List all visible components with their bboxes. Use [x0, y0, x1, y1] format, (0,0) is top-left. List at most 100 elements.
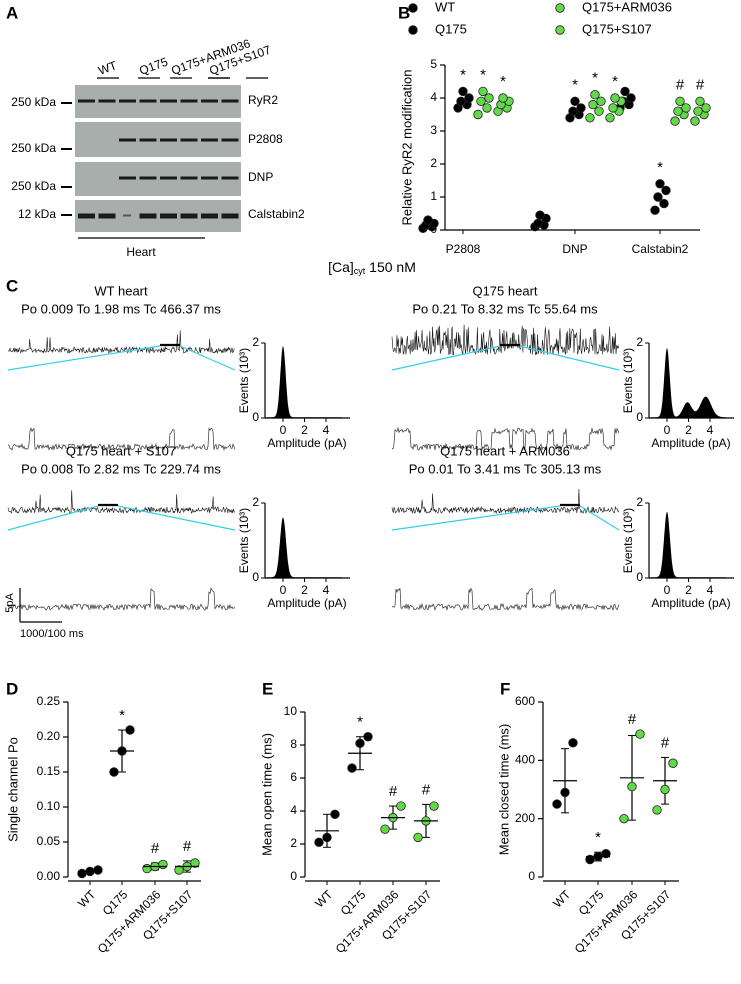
- hist-y-tick-label: 2: [252, 495, 259, 509]
- marker-label: 250 kDa: [11, 95, 56, 109]
- amplitude-histogram: [266, 346, 343, 418]
- data-point: [423, 215, 433, 225]
- condition-subscript: cyt: [354, 266, 366, 276]
- channel-trace: [391, 489, 620, 515]
- blot-band: [160, 138, 177, 142]
- hist-y-label: Events (10³): [621, 508, 635, 573]
- data-point: [498, 93, 508, 103]
- hist-x-tick-label: 4: [323, 583, 330, 597]
- significance-mark: #: [661, 734, 670, 751]
- data-point: [673, 106, 683, 116]
- blot-band: [221, 213, 239, 219]
- y-tick-label: 10: [284, 704, 298, 718]
- recording-title: Q175 heart + ARM036: [440, 443, 570, 458]
- data-point: [652, 805, 662, 815]
- data-point: [535, 210, 545, 220]
- y-tick-label: 400: [515, 753, 535, 767]
- data-point: [590, 89, 600, 100]
- data-point: [635, 729, 645, 739]
- data-point: [77, 868, 87, 879]
- significance-mark: #: [422, 781, 431, 798]
- legend-label: Q175+S107: [582, 21, 652, 36]
- significance-mark: *: [119, 707, 125, 724]
- x-tick-label: Q175: [100, 887, 131, 918]
- blot-band: [201, 99, 218, 103]
- group-label: WT: [96, 58, 119, 78]
- significance-mark: *: [500, 73, 506, 90]
- significance-mark: #: [696, 76, 705, 93]
- hist-x-label: Amplitude (pA): [267, 596, 346, 610]
- hist-y-tick-label: 0: [252, 570, 259, 584]
- blot-band: [180, 176, 198, 180]
- significance-mark: *: [657, 159, 663, 176]
- recording-stats: Po 0.009 To 1.98 ms Tc 466.37 ms: [21, 301, 221, 316]
- data-point: [568, 738, 578, 748]
- data-point: [608, 103, 618, 113]
- data-point: [482, 103, 492, 113]
- x-tick-label: Q175: [576, 887, 607, 918]
- significance-mark: #: [183, 838, 192, 855]
- y-tick-label: 0: [430, 222, 437, 236]
- data-point: [330, 809, 340, 820]
- amplitude-histogram: [650, 347, 727, 418]
- marker-label: 12 kDa: [18, 207, 56, 221]
- x-tick-label: DNP: [562, 242, 587, 256]
- y-tick-label: 6: [290, 770, 297, 784]
- zoom-guide: [179, 345, 236, 371]
- x-tick-label: WT: [75, 887, 99, 911]
- y-axis-label: Single channel Po: [5, 737, 20, 842]
- y-axis-label: Relative RyR2 modification: [399, 69, 414, 225]
- recording-stats: Po 0.01 To 3.41 ms Tc 305.13 ms: [409, 461, 602, 476]
- data-point: [585, 113, 595, 123]
- significance-mark: #: [628, 711, 637, 728]
- zoom-trace: [391, 587, 620, 612]
- legend-marker: [408, 25, 418, 35]
- hist-x-tick-label: 2: [685, 423, 692, 437]
- data-point: [174, 865, 184, 875]
- recording-title: WT heart: [94, 283, 148, 298]
- data-point: [681, 103, 691, 113]
- x-tick-label: WT: [312, 887, 336, 911]
- legend-marker: [555, 25, 565, 35]
- data-point: [668, 758, 678, 768]
- data-point: [380, 824, 390, 834]
- zoom-guide: [7, 505, 99, 531]
- blot-band: [221, 99, 239, 103]
- hist-x-tick-label: 4: [323, 423, 330, 437]
- x-tick-label: Q175: [338, 887, 369, 918]
- legend-label: WT: [435, 0, 455, 14]
- data-point: [413, 832, 423, 843]
- group-label: Q175: [137, 54, 170, 77]
- legend-label: Q175+ARM036: [582, 0, 672, 14]
- y-tick-label: 0.15: [37, 764, 61, 778]
- blot-band: [139, 213, 157, 219]
- hist-y-tick-label: 2: [636, 335, 643, 349]
- zoom-trace: [7, 587, 236, 611]
- panel-label: E: [262, 679, 273, 698]
- hist-x-tick-label: 4: [707, 583, 714, 597]
- hist-y-tick-label: 0: [636, 410, 643, 424]
- blot-label: RyR2: [248, 93, 278, 107]
- y-tick-label: 2: [430, 156, 437, 170]
- y-tick-label: 4: [430, 90, 437, 104]
- y-tick-label: 2: [290, 836, 297, 850]
- zoom-guide: [579, 505, 620, 531]
- zoom-guide: [519, 345, 620, 371]
- blot-band: [98, 99, 116, 103]
- data-point: [484, 93, 494, 103]
- blot-label: DNP: [248, 170, 273, 184]
- data-point: [355, 738, 365, 749]
- data-point: [670, 116, 680, 126]
- data-point: [456, 96, 466, 107]
- data-point: [576, 103, 586, 113]
- x-tick-label: Calstabin2: [632, 242, 689, 256]
- panel-label: C: [6, 276, 18, 295]
- amplitude-histogram: [266, 517, 343, 578]
- zoom-trace: [391, 426, 620, 452]
- blot-band: [160, 176, 177, 180]
- blot-band: [201, 176, 218, 180]
- zoom-trace: [7, 427, 236, 451]
- legend-label: Q175: [435, 21, 467, 36]
- data-point: [190, 858, 200, 868]
- y-tick-label: 0.20: [37, 729, 61, 743]
